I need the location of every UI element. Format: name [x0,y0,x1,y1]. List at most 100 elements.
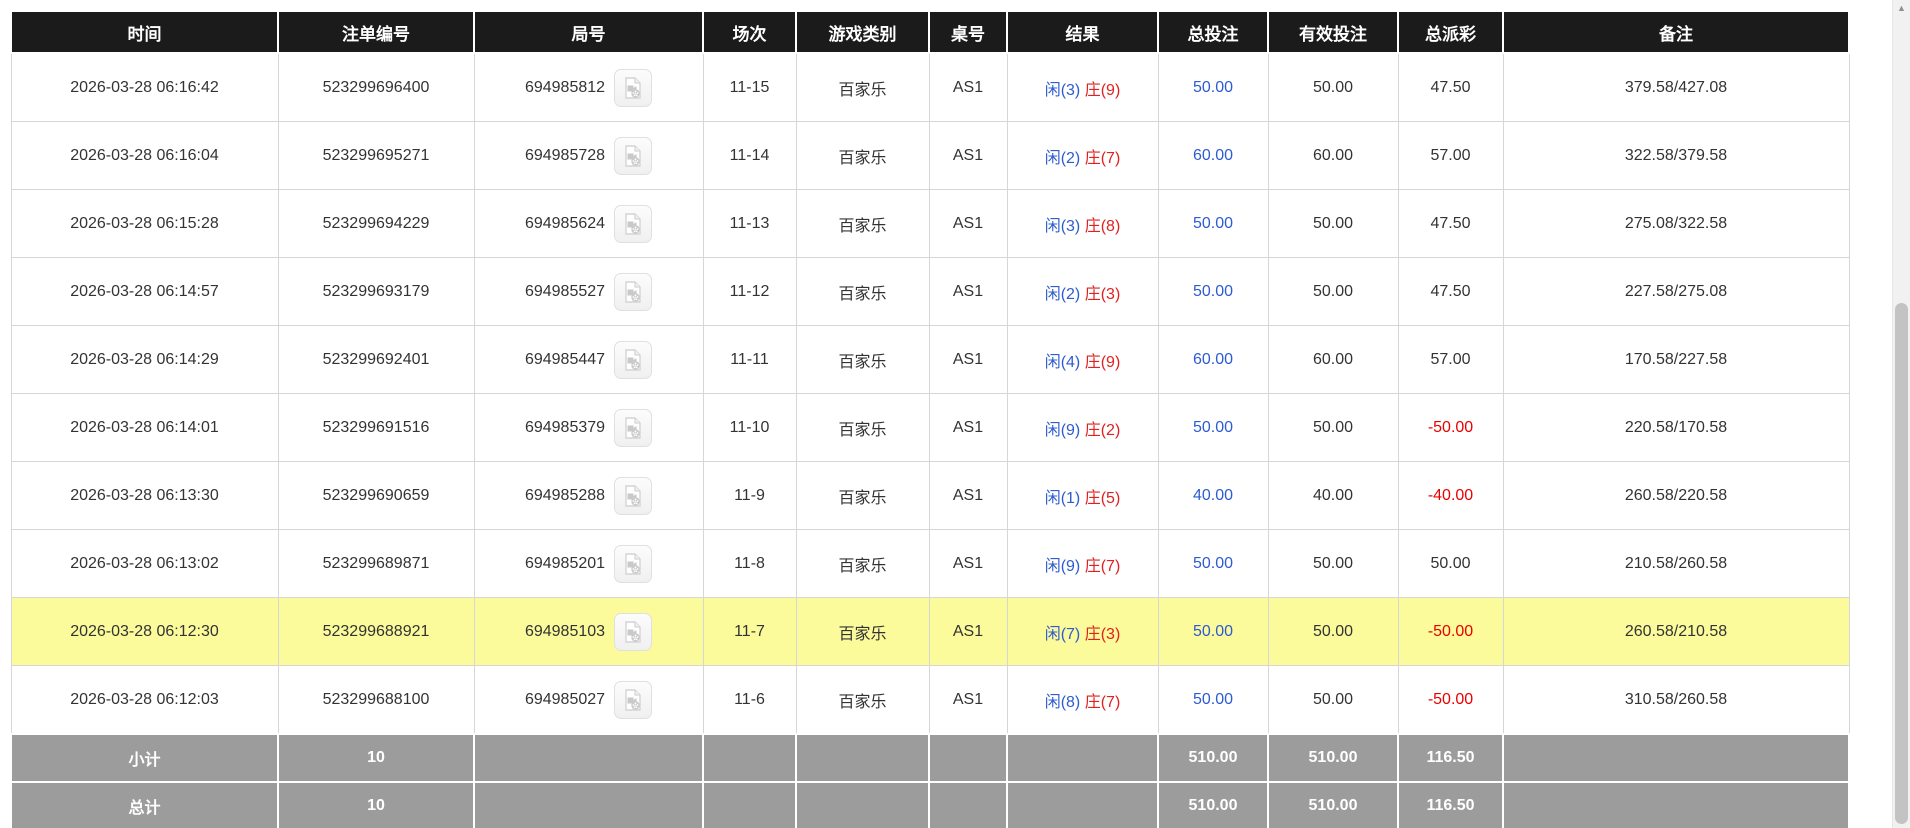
result-player: 闲(2) [1044,149,1081,167]
cell-payout: 47.50 [1397,257,1504,326]
grandtotal-row-empty-session [702,781,797,828]
video-file-icon [625,484,641,507]
cell-session: 11-10 [702,393,797,462]
scrollbar-thumb[interactable] [1895,303,1908,824]
cell-total-bet[interactable]: 40.00 [1157,461,1269,530]
round-id-value: 694985447 [524,350,606,368]
table-row: 2026-03-28 06:13:30 523299690659 694985288… [10,461,1850,530]
result-player: 闲(7) [1044,625,1081,643]
cell-bet-id: 523299690659 [277,461,475,530]
cell-table-id: AS1 [928,189,1008,258]
cell-round-id: 694985288 [473,461,704,530]
cell-valid-bet: 60.00 [1267,121,1399,190]
cell-payout: 47.50 [1397,189,1504,258]
video-replay-button[interactable] [614,544,653,583]
vertical-scrollbar[interactable]: ▲ [1892,0,1910,828]
cell-game-type: 百家乐 [795,665,930,735]
cell-table-id: AS1 [928,325,1008,394]
cell-table-id: AS1 [928,393,1008,462]
column-header-session: 场次 [702,10,797,54]
video-replay-button[interactable] [614,136,653,175]
cell-payout: -40.00 [1397,461,1504,530]
cell-total-bet[interactable]: 60.00 [1157,121,1269,190]
grandtotal-row-empty-remark [1502,781,1850,828]
cell-total-bet[interactable]: 50.00 [1157,665,1269,735]
table-row: 2026-03-28 06:15:28 523299694229 694985624… [10,189,1850,258]
table-row: 2026-03-28 06:14:29 523299692401 694985447… [10,325,1850,394]
cell-payout: 57.00 [1397,121,1504,190]
cell-time: 2026-03-28 06:13:02 [10,529,279,598]
subtotal-row-total-bet: 510.00 [1157,733,1269,783]
cell-round-id: 694985103 [473,597,704,666]
subtotal-row-empty-session [702,733,797,783]
cell-result: 闲(2) 庄(7) [1006,121,1159,190]
round-id-wrap: 694985103 [475,612,703,651]
cell-table-id: AS1 [928,665,1008,735]
cell-total-bet[interactable]: 50.00 [1157,529,1269,598]
round-id-wrap: 694985812 [475,68,703,107]
cell-round-id: 694985447 [473,325,704,394]
cell-bet-id: 523299688100 [277,665,475,735]
cell-remark: 260.58/210.58 [1502,597,1850,666]
column-header-total-bet: 总投注 [1157,10,1269,54]
cell-valid-bet: 50.00 [1267,257,1399,326]
result-player: 闲(3) [1044,217,1081,235]
cell-result: 闲(1) 庄(5) [1006,461,1159,530]
cell-total-bet[interactable]: 50.00 [1157,393,1269,462]
cell-payout: -50.00 [1397,393,1504,462]
video-replay-button[interactable] [614,68,653,107]
video-replay-button[interactable] [614,680,653,719]
result-player: 闲(4) [1044,353,1081,371]
cell-remark: 220.58/170.58 [1502,393,1850,462]
cell-round-id: 694985027 [473,665,704,735]
result-banker: 庄(2) [1084,421,1121,439]
result-banker: 庄(7) [1084,557,1121,575]
scrollbar-up-arrow-icon[interactable]: ▲ [1897,3,1906,13]
round-id-value: 694985728 [524,146,606,164]
cell-result: 闲(3) 庄(8) [1006,189,1159,258]
video-replay-button[interactable] [614,476,653,515]
cell-time: 2026-03-28 06:14:57 [10,257,279,326]
cell-bet-id: 523299691516 [277,393,475,462]
cell-total-bet[interactable]: 50.00 [1157,597,1269,666]
cell-bet-id: 523299696400 [277,52,475,122]
cell-total-bet[interactable]: 50.00 [1157,52,1269,122]
cell-result: 闲(4) 庄(9) [1006,325,1159,394]
column-header-valid-bet: 有效投注 [1267,10,1399,54]
cell-bet-id: 523299689871 [277,529,475,598]
grandtotal-row-empty-game-type [795,781,930,828]
table-row: 2026-03-28 06:14:57 523299693179 694985527… [10,257,1850,326]
cell-payout: -50.00 [1397,665,1504,735]
subtotal-row-empty-table-id [928,733,1008,783]
result-banker: 庄(3) [1084,285,1121,303]
cell-result: 闲(2) 庄(3) [1006,257,1159,326]
cell-remark: 275.08/322.58 [1502,189,1850,258]
video-replay-button[interactable] [614,204,653,243]
video-replay-button[interactable] [614,272,653,311]
video-replay-button[interactable] [614,340,653,379]
cell-total-bet[interactable]: 50.00 [1157,257,1269,326]
subtotal-row-empty-round-id [473,733,704,783]
result-player: 闲(8) [1044,693,1081,711]
round-id-wrap: 694985027 [475,680,703,719]
cell-valid-bet: 50.00 [1267,529,1399,598]
cell-game-type: 百家乐 [795,257,930,326]
cell-remark: 322.58/379.58 [1502,121,1850,190]
round-id-wrap: 694985379 [475,408,703,447]
result-banker: 庄(5) [1084,489,1121,507]
video-replay-button[interactable] [614,408,653,447]
video-file-icon [625,348,641,371]
round-id-wrap: 694985288 [475,476,703,515]
cell-valid-bet: 50.00 [1267,52,1399,122]
cell-total-bet[interactable]: 60.00 [1157,325,1269,394]
cell-remark: 170.58/227.58 [1502,325,1850,394]
subtotal-row-label: 小计 [10,733,279,783]
cell-valid-bet: 40.00 [1267,461,1399,530]
cell-time: 2026-03-28 06:15:28 [10,189,279,258]
cell-bet-id: 523299694229 [277,189,475,258]
video-replay-button[interactable] [614,612,653,651]
cell-time: 2026-03-28 06:14:01 [10,393,279,462]
cell-total-bet[interactable]: 50.00 [1157,189,1269,258]
cell-session: 11-15 [702,52,797,122]
cell-table-id: AS1 [928,597,1008,666]
